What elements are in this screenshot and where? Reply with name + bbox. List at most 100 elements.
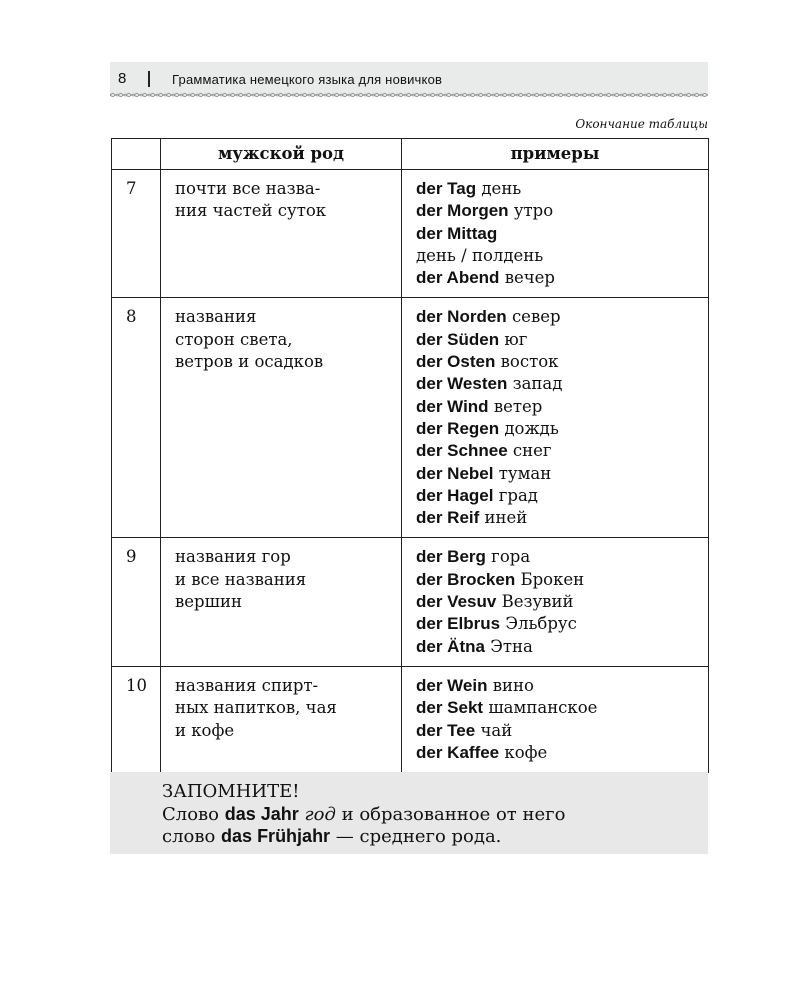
example-line: der Osten восток — [416, 351, 696, 373]
translation: чай — [480, 720, 513, 740]
example-line: der Reif иней — [416, 507, 696, 529]
german-word: der Morgen — [416, 201, 509, 221]
translation: дождь — [504, 418, 559, 438]
description-cell: названия спирт-ных напитков, чая и кофе — [160, 665, 402, 774]
examples-cell: der Norden север der Süden юг der Osten во… — [401, 297, 709, 539]
note-text: год — [298, 803, 336, 825]
table-row: 7 почти все назва-ния частей суток der Tag… — [111, 168, 709, 299]
translation: Эльбрус — [505, 614, 577, 634]
note-text: das Frühjahr — [221, 826, 331, 846]
translation: утро — [513, 201, 554, 221]
example-line: день / полдень — [416, 245, 696, 267]
german-word: der Kaffee — [416, 742, 500, 762]
translation: Везувий — [501, 592, 574, 612]
german-word: der Elbrus — [416, 614, 501, 634]
example-line: der Nebel туман — [416, 463, 696, 485]
examples-cell: der Tag день der Morgen утро der Mittag ден… — [401, 168, 709, 299]
header-row: мужской род примеры — [111, 138, 709, 170]
german-word: der Süden — [416, 329, 500, 349]
example-line: der Schnee снег — [416, 440, 696, 462]
example-line: der Berg гора — [416, 546, 696, 568]
examples-cell: der Berg гора der Brocken Брокен der Vesuv… — [401, 537, 709, 667]
german-word: der Berg — [416, 547, 486, 567]
description-line: ных напитков, чая — [175, 698, 337, 718]
translation: ветер — [493, 396, 543, 416]
example-line: der Brocken Брокен — [416, 569, 696, 591]
description-line: и все названия — [175, 569, 307, 589]
wavy-border — [110, 92, 708, 100]
note-line: Слово das Jahr год и образованное от нег… — [110, 804, 708, 827]
translation: день — [481, 179, 522, 198]
header-cell: примеры — [401, 138, 709, 170]
note-text: слово — [162, 826, 222, 847]
examples-cell: der Wein вино der Sekt шампанское der Tee … — [401, 665, 709, 774]
example-line: der Westen запад — [416, 373, 696, 395]
german-word: der Norden — [416, 307, 507, 327]
description-line: ния частей суток — [175, 201, 327, 221]
german-word: der Westen — [416, 374, 508, 394]
example-line: der Kaffee кофе — [416, 742, 696, 764]
description-line: названия спирт- — [175, 675, 319, 695]
example-line: der Wein вино — [416, 675, 696, 697]
description-line: вершин — [175, 592, 242, 612]
translation: север — [511, 307, 561, 327]
running-header: 8 Грамматика немецкого языка для новичко… — [110, 62, 708, 96]
gender-table: мужской род примеры 7 почти все назва-ния… — [111, 138, 709, 774]
example-line: der Tee чай — [416, 720, 696, 742]
example-line: der Hagel град — [416, 485, 696, 507]
header-cell: мужской род — [160, 138, 402, 170]
row-number: 8 — [111, 297, 161, 539]
example-line: der Ätna Этна — [416, 636, 696, 658]
translation: запад — [512, 374, 563, 394]
translation: иней — [484, 508, 528, 528]
german-word: der Sekt — [416, 698, 484, 718]
description-cell: названия сторон света, ветров и осадков — [160, 297, 402, 539]
german-word: der Mittag — [416, 223, 498, 243]
note-text: и образованное от него — [335, 803, 566, 825]
note-text: Слово — [162, 803, 225, 825]
translation: снег — [512, 441, 552, 461]
translation: день / полдень — [416, 245, 544, 265]
example-line: der Süden юг — [416, 329, 696, 351]
table-caption: Окончание таблицы — [575, 117, 708, 131]
table-row: 9 названия гор и все названия вершин der Ber… — [111, 537, 709, 667]
page-number: 8 — [118, 70, 127, 87]
description-cell: названия гор и все названия вершин — [160, 537, 402, 667]
description-line: ветров и осадков — [175, 352, 324, 372]
row-number: 10 — [111, 665, 161, 774]
example-line: der Mittag — [416, 223, 696, 245]
translation: Этна — [490, 636, 533, 656]
example-line: der Elbrus Эльбрус — [416, 613, 696, 635]
translation: шампанское — [488, 698, 598, 718]
note-text: das Jahr — [224, 803, 299, 824]
row-number: 7 — [111, 168, 161, 299]
example-line: der Norden север — [416, 306, 696, 328]
note-text: — среднего рода. — [330, 826, 502, 847]
table-row: 8 названия сторон света, ветров и осадков de… — [111, 297, 709, 539]
translation: восток — [500, 352, 559, 372]
translation: кофе — [504, 742, 548, 762]
translation: гора — [491, 547, 531, 567]
example-line: der Morgen утро — [416, 200, 696, 222]
example-line: der Wind ветер — [416, 396, 696, 418]
german-word: der Reif — [416, 508, 480, 528]
example-line: der Sekt шампанское — [416, 697, 696, 719]
row-number: 9 — [111, 537, 161, 667]
german-word: der Vesuv — [416, 592, 497, 612]
german-word: der Tee — [416, 720, 476, 740]
description-line: и кофе — [175, 720, 235, 740]
german-word: der Schnee — [416, 441, 508, 461]
separator — [148, 71, 150, 87]
example-line: der Regen дождь — [416, 418, 696, 440]
translation: Брокен — [520, 569, 585, 589]
description-line: почти все назва- — [175, 179, 321, 198]
german-word: der Ätna — [416, 636, 485, 656]
german-word: der Wind — [416, 396, 489, 416]
header-cell — [111, 138, 161, 170]
table-row: 10 названия спирт-ных напитков, чая и кофе… — [111, 665, 709, 774]
example-line: der Tag день — [416, 178, 696, 200]
description-cell: почти все назва-ния частей суток — [160, 168, 402, 299]
translation: туман — [498, 463, 552, 483]
german-word: der Wein — [416, 675, 488, 695]
german-word: der Abend — [416, 268, 500, 288]
